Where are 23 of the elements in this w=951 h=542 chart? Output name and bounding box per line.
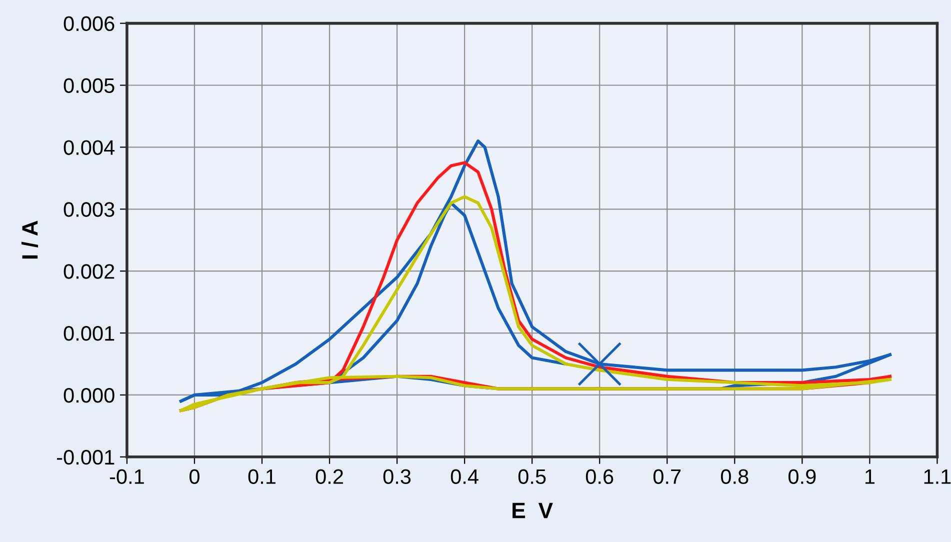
- x-tick-label: 0.7: [653, 469, 681, 484]
- x-axis-title: E V: [512, 502, 553, 518]
- y-tick-label: 0.004: [64, 140, 115, 155]
- y-axis-title: I / A: [21, 220, 38, 259]
- x-tick-label: 0.2: [316, 469, 343, 484]
- y-tick-label: 0.003: [64, 202, 114, 217]
- y-tick-label: 0.006: [64, 16, 114, 32]
- x-tick-label: 0.3: [383, 469, 411, 484]
- y-tick-label: -0.001: [57, 450, 114, 465]
- x-tick-label: 1.1: [924, 469, 951, 484]
- x-tick-label: 0.1: [248, 469, 276, 484]
- x-tick-label: 0.5: [518, 469, 546, 484]
- y-tick-label: 0.000: [64, 388, 114, 403]
- x-tick-label: 0.4: [450, 469, 478, 484]
- x-tick-label: 0.9: [788, 469, 816, 484]
- y-tick-label: 0.005: [64, 78, 114, 94]
- y-tick-label: 0.002: [64, 264, 114, 279]
- x-tick-label: -0.1: [110, 469, 144, 484]
- x-tick-label: 0: [190, 469, 200, 484]
- x-tick-label: 1: [865, 469, 874, 484]
- x-tick-label: 0.6: [586, 469, 614, 484]
- x-tick-label: 0.8: [720, 469, 748, 484]
- y-tick-label: 0.001: [64, 326, 114, 341]
